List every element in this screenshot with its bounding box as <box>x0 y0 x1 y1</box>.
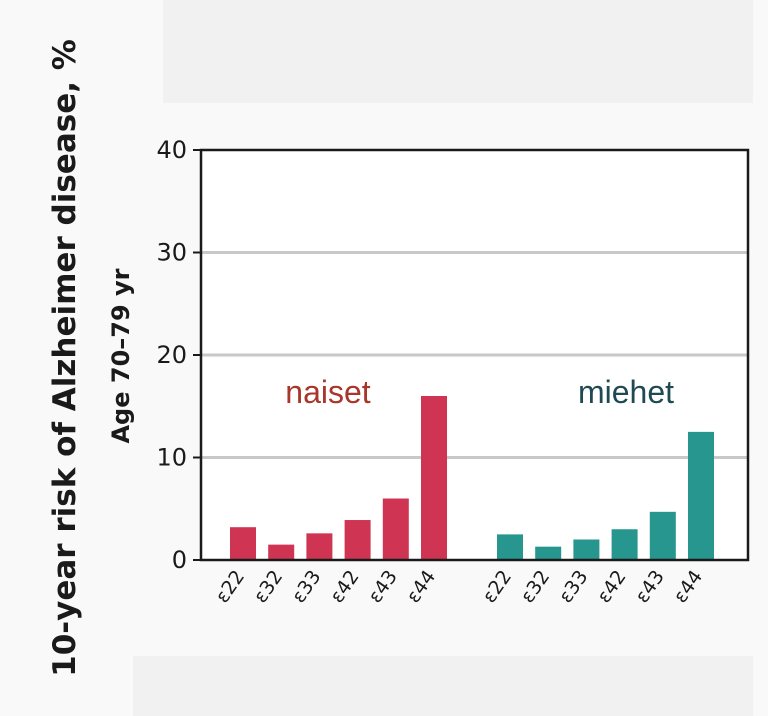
bar <box>306 533 333 560</box>
top-panel <box>163 0 753 103</box>
bar <box>535 546 562 560</box>
bar <box>268 544 295 560</box>
bar <box>649 511 676 560</box>
x-tick-label: ε44 <box>669 566 707 607</box>
x-tick-label: ε43 <box>631 566 669 607</box>
x-tick-label: ε42 <box>593 566 631 607</box>
x-tick-label: ε33 <box>555 566 593 607</box>
bar <box>230 527 256 560</box>
group-label: naiset <box>285 374 371 410</box>
bar <box>382 498 409 560</box>
x-tick-label: ε22 <box>478 566 516 607</box>
x-tick-label: ε43 <box>364 566 402 607</box>
bottom-panel <box>133 656 753 716</box>
y-tick-label: 10 <box>156 444 187 472</box>
y-tick-label: 20 <box>156 341 187 369</box>
bar <box>573 539 600 560</box>
y-tick-label: 30 <box>156 239 187 267</box>
x-tick-label: ε32 <box>517 566 555 607</box>
y-tick-label: 40 <box>156 136 187 164</box>
x-tick-label: ε32 <box>250 566 288 607</box>
bar <box>688 431 714 560</box>
bar <box>611 529 638 560</box>
bar <box>421 396 447 560</box>
x-tick-label: ε42 <box>326 566 364 607</box>
bar <box>497 534 523 560</box>
group-label: miehet <box>578 374 674 410</box>
x-tick-label: ε44 <box>402 566 440 607</box>
y-tick-label: 0 <box>172 546 187 574</box>
x-tick-label: ε22 <box>211 566 249 607</box>
bar <box>344 520 371 560</box>
x-tick-label: ε33 <box>288 566 326 607</box>
plot-frame <box>199 148 750 562</box>
